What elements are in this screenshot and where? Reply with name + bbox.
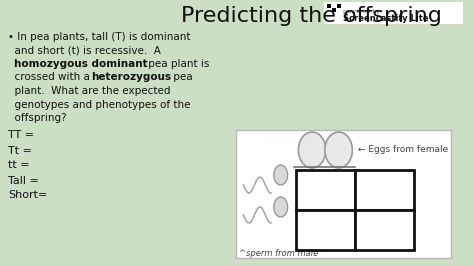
Text: and short (t) is recessive.  A: and short (t) is recessive. A (8, 45, 161, 56)
Bar (337, 4, 341, 7)
Ellipse shape (274, 197, 288, 217)
Text: ^sperm from male ^: ^sperm from male ^ (239, 249, 328, 258)
Text: Predicting the offspring: Predicting the offspring (181, 6, 442, 26)
Text: heterozygous: heterozygous (91, 73, 172, 82)
FancyBboxPatch shape (236, 130, 452, 258)
Text: powered by: powered by (343, 9, 380, 14)
Text: tt =: tt = (8, 160, 29, 171)
Text: Screencastify Lite: Screencastify Lite (343, 14, 428, 23)
Bar (327, 8, 331, 11)
Text: TT =: TT = (8, 131, 34, 140)
Bar (296, 210, 356, 250)
Bar (296, 170, 356, 210)
Text: homozygous dominant: homozygous dominant (14, 59, 148, 69)
Text: • In pea plants, tall (T) is dominant: • In pea plants, tall (T) is dominant (8, 32, 191, 42)
Ellipse shape (325, 132, 352, 168)
Text: Short=: Short= (8, 190, 47, 201)
Bar (356, 210, 414, 250)
Bar (332, 4, 336, 7)
Bar (356, 170, 414, 210)
Text: pea: pea (170, 73, 192, 82)
Ellipse shape (274, 165, 288, 185)
Bar (337, 8, 341, 11)
Text: ← Eggs from female: ← Eggs from female (358, 146, 448, 155)
Text: crossed with a: crossed with a (8, 73, 93, 82)
Text: Tall =: Tall = (8, 176, 39, 185)
Bar (332, 8, 336, 11)
Text: plant.  What are the expected: plant. What are the expected (8, 86, 170, 96)
Text: pea plant is: pea plant is (146, 59, 210, 69)
Ellipse shape (298, 132, 326, 168)
FancyBboxPatch shape (324, 2, 463, 24)
Text: genotypes and phenotypes of the: genotypes and phenotypes of the (8, 99, 191, 110)
Text: offspring?: offspring? (8, 113, 66, 123)
Bar (327, 4, 331, 7)
Text: Tt =: Tt = (8, 146, 32, 156)
